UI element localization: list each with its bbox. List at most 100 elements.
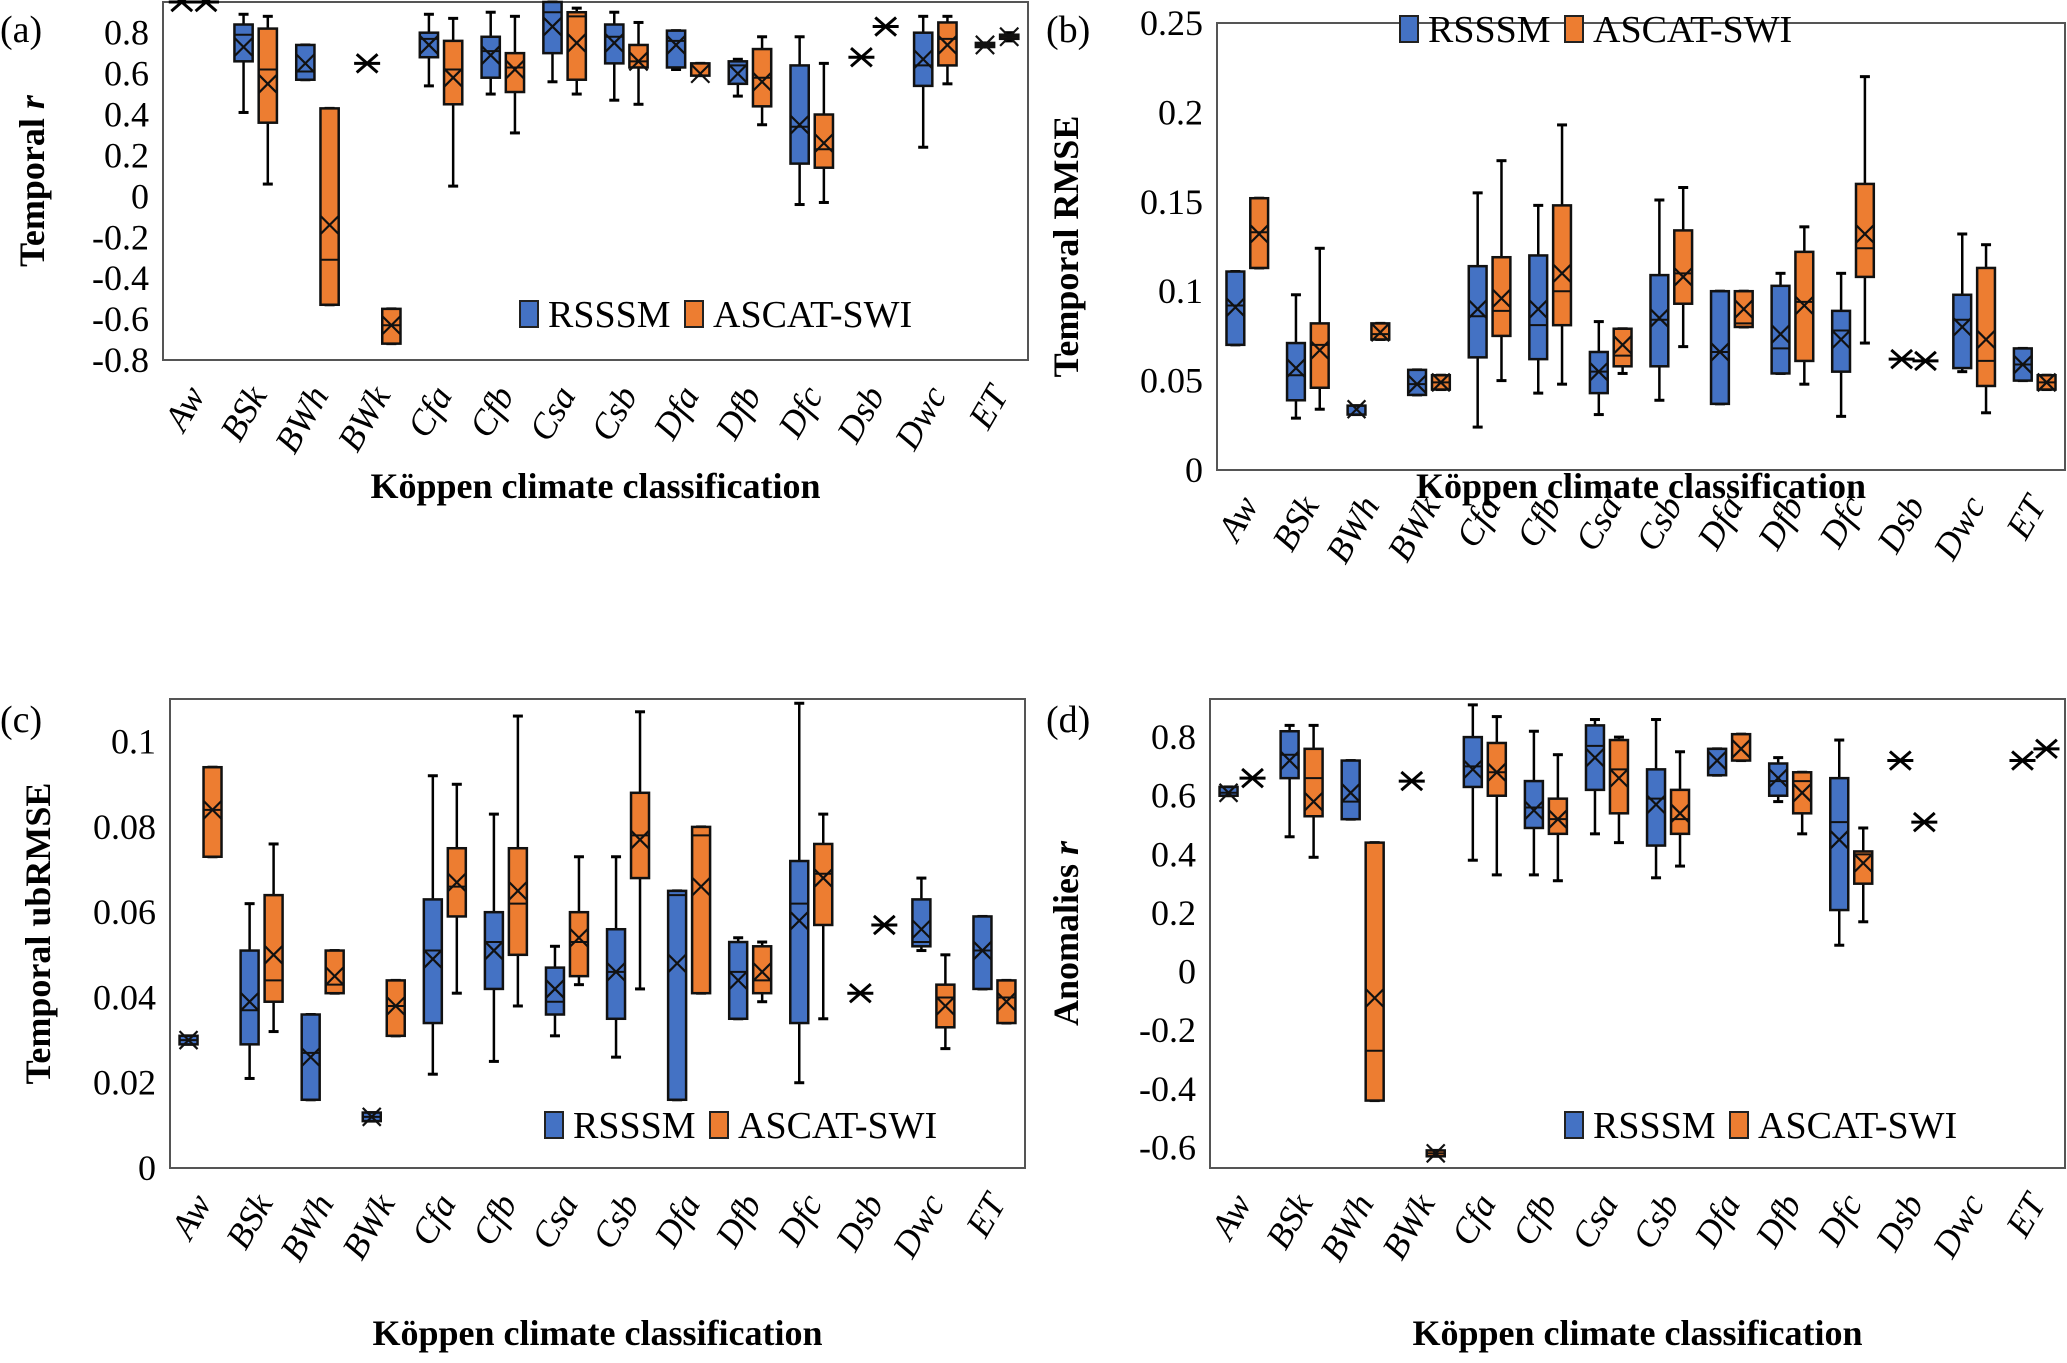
box-rsssm-bwk xyxy=(1406,368,1428,397)
box-rsssm-dfa xyxy=(666,889,688,1102)
x-tick-label: ET xyxy=(960,376,1018,436)
mean-marker xyxy=(1792,783,1812,803)
mean-marker xyxy=(443,67,464,88)
box-ascat-swi-csb xyxy=(1669,750,1691,868)
x-tick-label: Dsb xyxy=(828,379,892,450)
box-iqr xyxy=(1709,289,1731,406)
mean-marker xyxy=(1286,358,1306,378)
x-tick-label: Aw xyxy=(1209,489,1267,549)
panel-label: (a) xyxy=(0,9,42,51)
x-tick-label: ET xyxy=(957,1184,1015,1244)
y-axis-label: Temporal ubRMSE xyxy=(18,783,58,1085)
x-tick-label: Csb xyxy=(583,379,646,448)
mean-marker xyxy=(239,991,260,1012)
box-ascat-swi-csa xyxy=(1608,735,1630,845)
x-tick-label: Dfc xyxy=(1809,1187,1870,1253)
box-ascat-swi-cfa xyxy=(446,782,468,995)
mean-marker xyxy=(324,966,345,986)
plot-frame xyxy=(1216,22,2066,471)
mean-marker xyxy=(996,991,1017,1012)
mean-marker xyxy=(1768,768,1788,788)
mean-marker xyxy=(423,949,443,969)
legend-label: RSSSM xyxy=(573,1105,696,1147)
box-rsssm-dsb xyxy=(848,47,875,68)
legend: RSSSM ASCAT-SWI xyxy=(544,1105,937,1147)
box-iqr xyxy=(263,893,284,1003)
y-tick-label: -0.4 xyxy=(92,258,149,298)
box-iqr xyxy=(422,898,444,1025)
box-rsssm-cfb xyxy=(480,10,502,96)
x-tick-label: Cfb xyxy=(464,1187,525,1252)
box-rsssm-bwk xyxy=(361,1107,382,1127)
box-ascat-swi-bsk xyxy=(257,14,279,186)
panel-b: (b) 0 0.05 0.1 0.15 0.2 0.25 Temporal RMSE Köppe… xyxy=(1046,3,2066,570)
mean-marker xyxy=(1855,224,1875,244)
single-point-marker xyxy=(2035,738,2058,760)
single-point-marker xyxy=(1400,770,1424,792)
mean-marker xyxy=(542,16,563,37)
x-axis-label: Köppen climate classification xyxy=(1416,466,1866,506)
panel-a: (a) -0.8-0.6-0.4-0.200.20.40.60.8 Temporal… xyxy=(0,0,1029,506)
box-ascat-swi-et xyxy=(2036,372,2057,393)
box-ascat-swi-dfb xyxy=(751,35,773,127)
mean-marker xyxy=(1670,803,1690,824)
x-tick-label: Dwc xyxy=(1924,1187,1992,1265)
box-rsssm-cfa xyxy=(1467,191,1488,429)
mean-marker xyxy=(727,63,748,84)
box-iqr xyxy=(813,842,834,927)
box-ascat-swi-aw xyxy=(202,765,223,859)
mean-marker xyxy=(2013,354,2033,375)
mean-marker xyxy=(1370,322,1391,343)
x-tick-label: BWh xyxy=(267,379,337,460)
single-point-marker xyxy=(1914,350,1937,372)
box-rsssm-aw xyxy=(178,1030,199,1050)
box-ascat-swi-cfb xyxy=(504,14,526,135)
mean-marker xyxy=(178,1030,199,1050)
mean-marker xyxy=(1952,317,1972,337)
y-tick-label: 0.4 xyxy=(104,95,149,135)
box-iqr xyxy=(257,27,279,124)
box-rsssm-dfb xyxy=(1770,271,1791,375)
single-point-marker xyxy=(170,0,187,13)
mean-marker xyxy=(233,37,254,57)
panel-c: (c) 0 0.02 0.04 0.06 0.08 0.1 Temporal ubRMSE Kö… xyxy=(0,698,1026,1353)
box-rsssm-bwh xyxy=(1340,759,1361,821)
x-tick-label: Cfb xyxy=(461,379,522,444)
mean-marker xyxy=(319,215,340,235)
y-axis-label-main: Temporal xyxy=(12,109,52,267)
box-ascat-swi-et xyxy=(998,26,1020,47)
mean-marker xyxy=(1794,295,1815,316)
y-tick-label: 0.15 xyxy=(1140,182,1203,222)
box-iqr xyxy=(1303,747,1324,818)
single-point-marker xyxy=(1890,348,1914,370)
mean-marker xyxy=(361,1107,382,1127)
mean-marker xyxy=(1646,794,1666,815)
box-iqr xyxy=(1612,327,1633,368)
box-iqr xyxy=(789,859,810,1025)
box-rsssm-bsk xyxy=(1279,723,1300,839)
box-ascat-swi-dfa xyxy=(689,61,711,84)
x-tick-label: BSk xyxy=(218,1186,281,1255)
single-point-marker xyxy=(848,982,872,1004)
mean-marker xyxy=(1589,361,1609,382)
plot-frame xyxy=(169,698,1026,1169)
box-ascat-swi-aw xyxy=(1239,767,1266,789)
y-tick-label: 0 xyxy=(131,176,149,216)
x-axis-label: Köppen climate classification xyxy=(371,466,821,506)
box-ascat-swi-cfb xyxy=(507,714,529,1008)
box-iqr xyxy=(1551,204,1573,327)
y-tick-label: 0.8 xyxy=(104,13,149,53)
box-rsssm-dfc xyxy=(1829,738,1850,947)
box-ascat-swi-dfb xyxy=(1791,770,1813,836)
mean-marker xyxy=(972,940,993,961)
mean-marker xyxy=(789,910,810,931)
x-tick-label: Aw xyxy=(1202,1187,1260,1247)
box-ascat-swi-bsk xyxy=(1309,246,1330,411)
box-iqr xyxy=(442,39,464,106)
box-rsssm-csb xyxy=(1649,198,1670,402)
x-tick-label: ET xyxy=(1997,1184,2055,1244)
box-rsssm-dfc xyxy=(789,701,810,1085)
box-rsssm-bwh xyxy=(1346,399,1367,419)
mean-marker xyxy=(385,996,406,1016)
legend-swatch-rsssm xyxy=(519,300,539,328)
